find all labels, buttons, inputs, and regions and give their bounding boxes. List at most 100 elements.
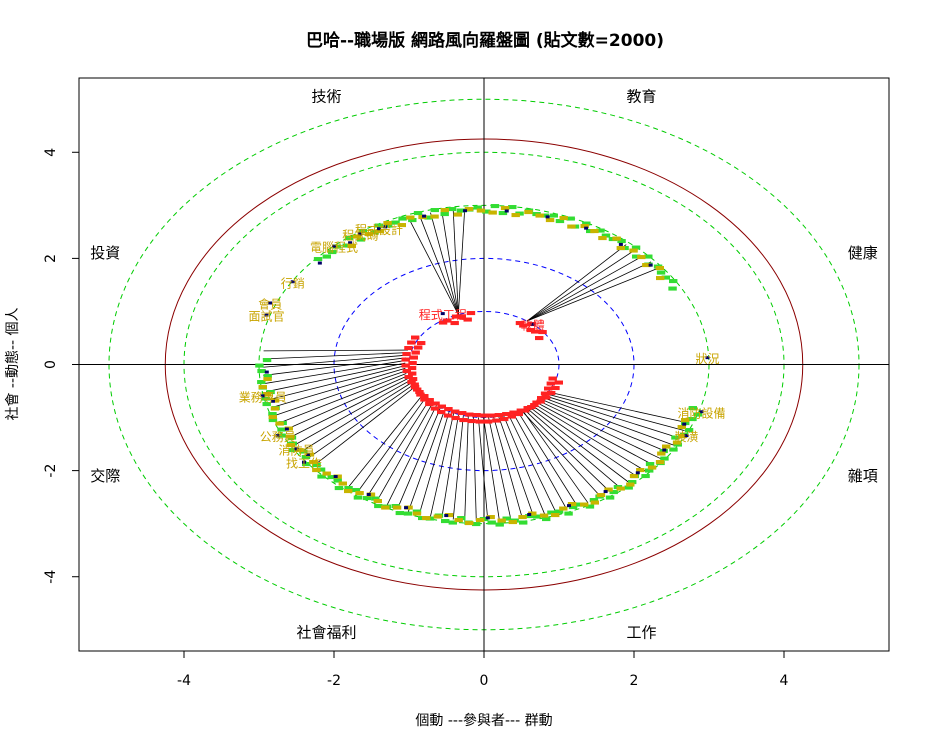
outer-ring-mark: ▬ <box>531 207 541 220</box>
sector-label: 工作 <box>626 623 656 641</box>
inner-ring-mark: ▬ <box>406 336 416 349</box>
outer-ring-mark: ▬ <box>644 464 654 477</box>
x-tick-label: 0 <box>480 673 489 689</box>
sector-label: 交際 <box>90 467 120 485</box>
outer-ring-mark: ▬ <box>301 450 311 463</box>
connector-line <box>263 357 406 376</box>
label-point <box>275 434 280 438</box>
connector-line <box>526 267 659 322</box>
outer-ring-mark: ▬ <box>550 508 560 521</box>
outer-ring-mark: ▬ <box>589 493 599 506</box>
outer-ring-mark: ▬ <box>412 504 422 517</box>
inner-ring-mark: ▬ <box>515 316 525 329</box>
outer-ring-mark: ▬ <box>554 504 564 517</box>
inner-ring-mark: ▬ <box>475 415 485 428</box>
outer-ring-mark: ▬ <box>364 227 374 240</box>
outer-ring-mark: ▬ <box>270 394 280 407</box>
outer-ring-mark: ▬ <box>471 517 481 530</box>
outer-ring-mark: ▬ <box>558 211 568 224</box>
connector-line <box>523 409 612 493</box>
inner-ring-mark: ▬ <box>543 382 553 395</box>
connector-line <box>542 397 674 446</box>
outer-ring-mark: ▬ <box>311 458 321 471</box>
connector-line <box>300 383 411 453</box>
outer-ring-mark: ▬ <box>370 492 380 505</box>
outer-ring-mark: ▬ <box>464 203 474 216</box>
outer-ring-mark: ▬ <box>334 481 344 494</box>
outer-ring-mark: ▬ <box>481 204 491 217</box>
outer-ring-mark: ▬ <box>486 510 496 523</box>
outer-ring-mark: ▬ <box>687 412 697 425</box>
outer-ring-mark: ▬ <box>601 229 611 242</box>
outer-ring-mark: ▬ <box>659 451 669 464</box>
data-label: 消防員 <box>278 442 314 457</box>
outer-ring-mark: ▬ <box>430 203 440 216</box>
outer-ring-mark: ▬ <box>532 510 542 523</box>
inner-ring-mark: ▬ <box>464 407 474 420</box>
connector-line <box>526 407 621 489</box>
outer-ring-mark: ▬ <box>545 213 555 226</box>
x-tick-label: -2 <box>327 673 341 689</box>
outer-ring-mark: ▬ <box>444 508 454 521</box>
outer-ring-mark: ▬ <box>352 230 362 243</box>
outer-ring-mark: ▬ <box>668 442 678 455</box>
outer-ring-mark: ▬ <box>616 241 626 254</box>
inner-ring-mark: ▬ <box>402 364 412 377</box>
inner-ring-mark: ▬ <box>408 372 418 385</box>
inner-ring-mark: ▬ <box>518 319 528 332</box>
outer-ring-mark: ▬ <box>463 516 473 529</box>
connector-line <box>522 409 589 503</box>
inner-ring-mark: ▬ <box>407 367 417 380</box>
point-marker <box>270 399 275 403</box>
outer-ring-mark: ▬ <box>476 203 486 216</box>
outer-ring-mark: ▬ <box>262 387 272 400</box>
outer-ring-mark: ▬ <box>597 231 607 244</box>
connector-line <box>526 244 627 322</box>
inner-ring-mark: ▬ <box>410 330 420 343</box>
outer-ring-mark: ▬ <box>456 204 466 217</box>
outer-ring-mark: ▬ <box>625 478 635 491</box>
outer-ring-mark: ▬ <box>351 483 361 496</box>
connector-line <box>283 375 408 432</box>
outer-ring-mark: ▬ <box>342 239 352 252</box>
inner-ring-mark: ▬ <box>520 404 530 417</box>
label-point <box>377 227 381 231</box>
point-marker <box>348 241 353 245</box>
label-point <box>440 312 445 316</box>
label-point <box>264 313 269 317</box>
inner-ring-mark: ▬ <box>442 314 452 327</box>
outer-ring-mark: ▬ <box>369 225 379 238</box>
outer-ring-mark: ▬ <box>631 249 641 262</box>
outer-ring-mark: ▬ <box>421 511 431 524</box>
outer-ring-mark: ▬ <box>268 410 278 423</box>
outer-ring-mark: ▬ <box>321 467 331 480</box>
outer-ring-mark: ▬ <box>316 462 326 475</box>
sector-label: 投資 <box>90 244 120 262</box>
outer-ring-mark: ▬ <box>448 515 458 528</box>
outer-ring-mark: ▬ <box>565 211 575 224</box>
outer-ring-mark: ▬ <box>655 271 665 284</box>
outer-ring-mark: ▬ <box>640 469 650 482</box>
outer-ring-mark: ▬ <box>487 206 497 219</box>
connector-line <box>268 365 406 401</box>
connector-line <box>347 394 423 489</box>
connector-line <box>526 255 644 322</box>
inner-ring-mark: ▬ <box>486 409 496 422</box>
outer-ring-mark: ▬ <box>594 489 604 502</box>
inner-ring-mark: ▬ <box>537 325 547 338</box>
connector-line <box>271 367 406 409</box>
outer-ring-mark: ▬ <box>555 214 565 227</box>
point-marker <box>333 475 338 479</box>
inner-ring-mark: ▬ <box>494 408 504 421</box>
outer-ring-mark: ▬ <box>475 513 485 526</box>
outer-ring-mark: ▬ <box>603 482 613 495</box>
outer-ring-mark: ▬ <box>434 508 444 521</box>
data-label: 業務專員 <box>239 390 287 404</box>
outer-ring-mark: ▬ <box>407 213 417 226</box>
inner-ring-mark: ▬ <box>526 400 536 413</box>
inner-ring-mark: ▬ <box>463 312 473 325</box>
inner-ring-mark: ▬ <box>530 325 540 338</box>
outer-ring-mark: ▬ <box>616 234 626 247</box>
outer-ring-mark: ▬ <box>670 430 680 443</box>
y-axis-label: 社會 --動態-- 個人 <box>5 307 21 420</box>
